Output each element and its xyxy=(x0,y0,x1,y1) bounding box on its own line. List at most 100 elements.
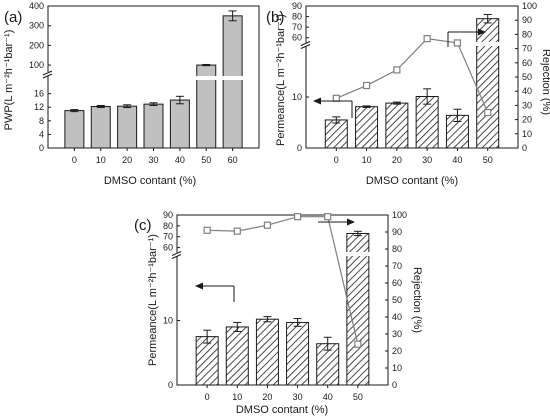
panel-b-right-tick-label: 30 xyxy=(522,100,532,110)
panel-b-x-tick-label: 20 xyxy=(392,155,402,165)
panel-b-axis-break-mark xyxy=(300,44,311,49)
panel-c-right-tick-label: 90 xyxy=(392,227,402,237)
panel-c-label: (c) xyxy=(134,217,152,234)
panel-b-y-tick-label: 70 xyxy=(292,22,302,32)
panel-a-bar xyxy=(64,110,85,149)
panel-b-right-tick-label: 80 xyxy=(522,29,532,39)
panel-c-rejection-point xyxy=(203,226,211,234)
panel-b-x-tick-label: 40 xyxy=(452,155,462,165)
panel-a-x-tick-label: 40 xyxy=(175,155,185,165)
panel-b-right-tick-label: 70 xyxy=(522,44,532,54)
panel-b-rejection-point xyxy=(423,35,431,43)
panel-a-axis-break-mark xyxy=(42,70,53,76)
panel-c-rejection-line xyxy=(207,216,359,345)
panel-c-x-tick-label: 40 xyxy=(323,392,333,402)
panel-c-rejection-point xyxy=(293,213,302,221)
panel-a-x-tick-label: 0 xyxy=(72,155,77,165)
panel-c-y-tick-label: 10 xyxy=(163,316,173,326)
panel-b-right-tick-label: 90 xyxy=(522,15,532,25)
panel-c-x-tick-label: 50 xyxy=(353,392,363,402)
panel-c: (c) Permeance(L m⁻²h⁻¹bar⁻¹) Rejection (… xyxy=(134,210,423,416)
panel-c-right-axis-label: Rejection (%) xyxy=(411,267,423,333)
panel-c-rejection-point xyxy=(263,221,272,229)
panel-c-x-tick-label: 10 xyxy=(232,392,242,402)
panel-c-bar xyxy=(195,336,219,386)
panel-c-axis-break-mark xyxy=(171,251,182,256)
panel-c-bar xyxy=(286,321,310,386)
panel-a-y-tick-label: 4 xyxy=(39,129,44,139)
panel-b-left-arrow xyxy=(313,97,353,118)
panel-c-right-tick-label: 10 xyxy=(392,363,402,373)
panel-a-x-tick-label: 20 xyxy=(122,155,132,165)
panel-b-rejection-point xyxy=(332,94,340,102)
panel-a-x-tick-label: 10 xyxy=(96,155,106,165)
panel-b-right-tick-label: 10 xyxy=(522,129,532,139)
panel-a-bar-break xyxy=(222,76,244,80)
panel-a-x-tick-label: 30 xyxy=(148,155,158,165)
panel-a-axis-break-mark xyxy=(42,73,53,79)
panel-b-right-tick-label: 20 xyxy=(522,115,532,125)
panel-a-y-tick-label: 0 xyxy=(39,143,44,153)
panel-c-y-tick-label: 90 xyxy=(163,210,173,220)
panel-b-y-tick-label: 80 xyxy=(292,12,302,22)
panel-b-label: (b) xyxy=(266,9,284,26)
panel-b-y-tick-label: 90 xyxy=(292,1,302,11)
panel-c-x-tick-label: 20 xyxy=(262,392,272,402)
panel-a-x-tick-label: 50 xyxy=(201,155,211,165)
panel-c-bar xyxy=(225,326,249,386)
panel-a-y-tick-label: 8 xyxy=(39,116,44,126)
panel-b-right-tick-label: 100 xyxy=(522,1,537,11)
panel-c-rejection-point xyxy=(354,340,362,348)
panel-c-x-tick-label: 0 xyxy=(205,392,210,402)
panel-b-y-tick-label: 10 xyxy=(292,92,302,102)
panel-b-right-arrow xyxy=(447,28,486,47)
panel-a-y-tick-label: 100 xyxy=(29,60,44,70)
panel-b: (b) Permeance(L m⁻²h⁻¹bar⁻¹) Rejection (… xyxy=(266,1,550,187)
panel-a-bar xyxy=(143,103,164,149)
panel-c-y-tick-label: 0 xyxy=(168,380,173,390)
panel-b-bar xyxy=(476,18,500,149)
panel-c-right-tick-label: 40 xyxy=(392,312,402,322)
panel-a-y-tick-label: 12 xyxy=(34,102,44,112)
panel-b-right-tick-label: 60 xyxy=(522,58,532,68)
panel-a-y-tick-label: 400 xyxy=(29,1,44,11)
panel-b-y-tick-label: 60 xyxy=(292,33,302,43)
panel-b-rejection-point xyxy=(453,39,462,47)
panel-b-rejection-point xyxy=(393,66,401,74)
panel-b-bar xyxy=(355,106,379,149)
panel-c-axis-break-gap xyxy=(173,252,181,257)
panel-a-bar-break xyxy=(195,76,217,80)
panel-a-y-tick-label: 16 xyxy=(34,89,44,99)
panel-a: (a) PWP(L m⁻²h⁻¹bar⁻¹) DMSO contant (%) … xyxy=(3,1,260,187)
panel-b-y-tick-label: 0 xyxy=(297,143,302,153)
panel-a-x-axis-label: DMSO contant (%) xyxy=(104,175,196,187)
panel-c-right-tick-label: 100 xyxy=(392,210,407,220)
panel-b-rejection-line xyxy=(336,38,489,113)
panel-a-x-tick-label: 60 xyxy=(228,155,238,165)
panel-b-axis-break-gap xyxy=(302,42,310,47)
panel-c-right-arrow xyxy=(318,218,355,226)
panel-b-y-axis-label: Permeance(L m⁻²h⁻¹bar⁻¹) xyxy=(275,14,287,146)
panel-b-x-tick-label: 50 xyxy=(483,155,493,165)
panel-a-y-tick-label: 200 xyxy=(29,40,44,50)
panel-b-bar xyxy=(324,119,348,149)
panel-a-bar xyxy=(169,99,190,149)
panel-c-right-tick-label: 30 xyxy=(392,329,402,339)
panel-c-axis-break-mark xyxy=(171,254,182,259)
panel-c-right-tick-label: 0 xyxy=(392,380,397,390)
panel-b-rejection-point xyxy=(362,81,371,90)
panel-c-left-arrow xyxy=(195,282,235,302)
panel-c-y-tick-label: 60 xyxy=(163,243,173,253)
panel-c-right-tick-label: 70 xyxy=(392,261,402,271)
panel-a-bar xyxy=(117,105,138,149)
panel-a-label: (a) xyxy=(4,9,22,26)
panel-c-right-tick-label: 50 xyxy=(392,295,402,305)
panel-b-right-tick-label: 40 xyxy=(522,86,532,96)
panel-b-x-tick-label: 30 xyxy=(422,155,432,165)
panel-c-right-tick-label: 20 xyxy=(392,346,402,356)
panel-b-bar-break xyxy=(475,42,500,46)
panel-b-right-tick-label: 0 xyxy=(522,143,527,153)
panel-b-bar xyxy=(385,102,409,149)
panel-b-x-axis-label: DMSO contant (%) xyxy=(366,175,458,187)
panel-b-right-axis-label: Rejection (%) xyxy=(540,49,550,115)
